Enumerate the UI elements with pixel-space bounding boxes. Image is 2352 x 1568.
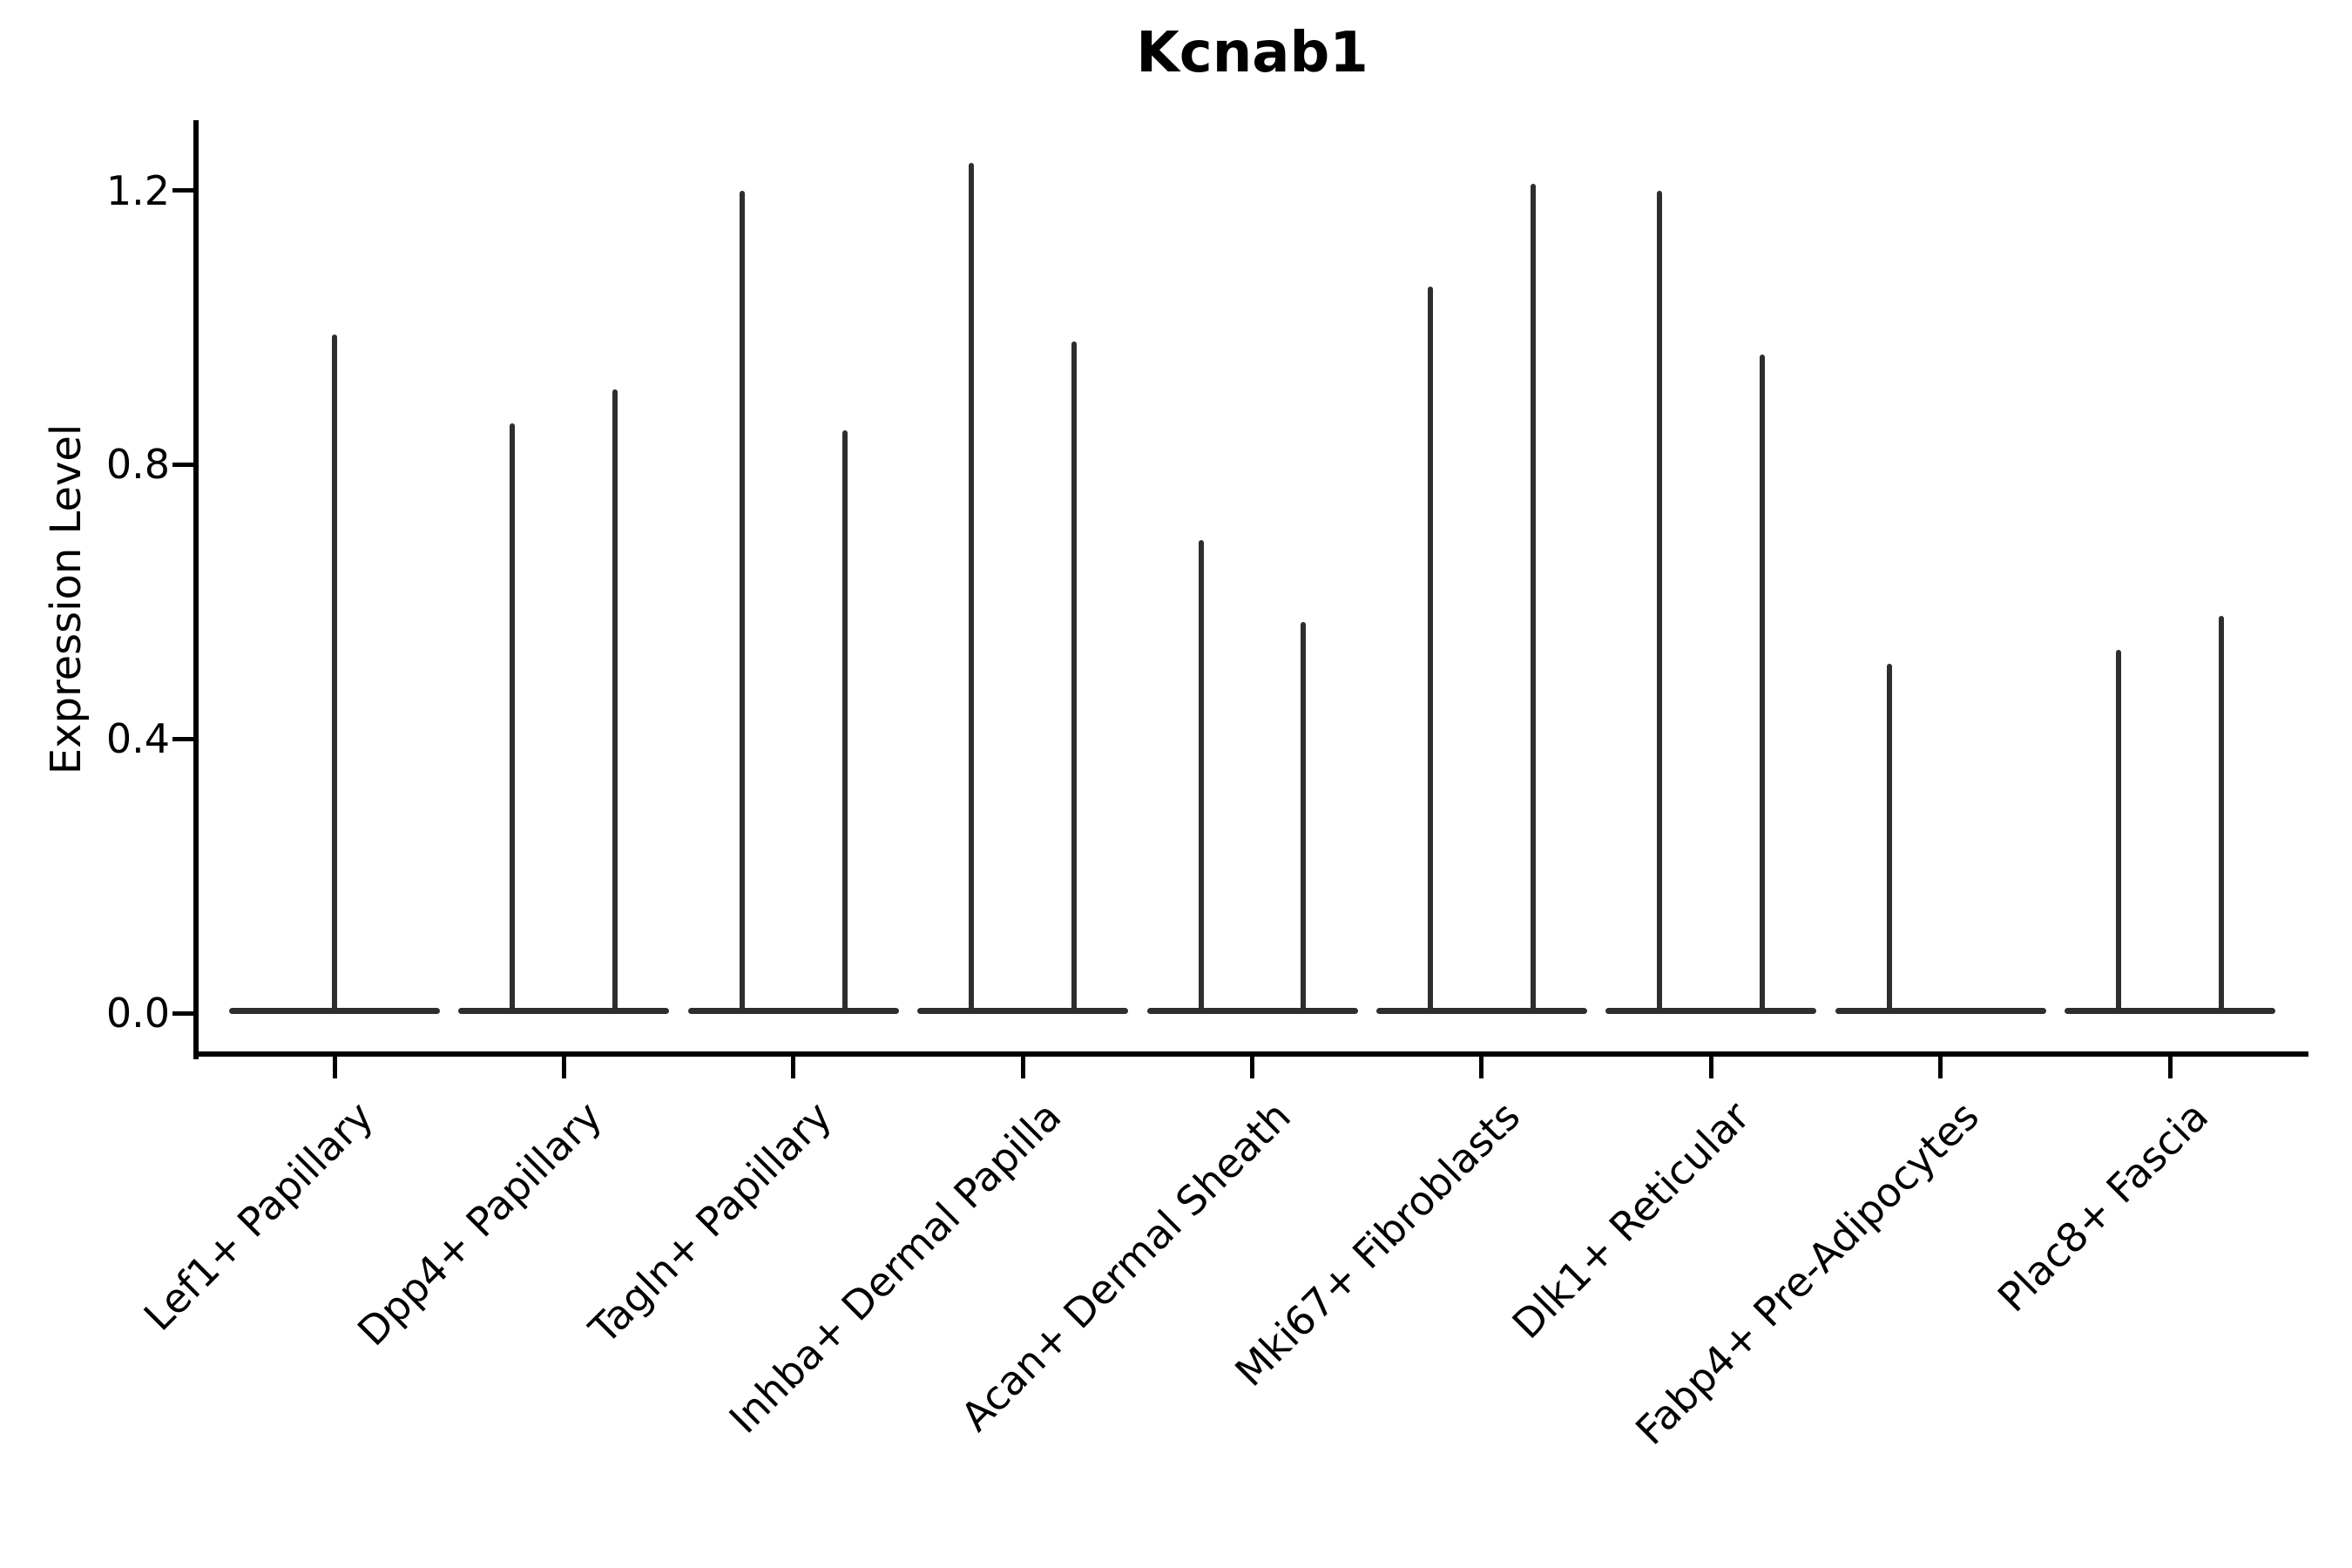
violin-spike — [1886, 663, 1892, 1011]
violin-baseline — [458, 1008, 670, 1014]
x-tick-label: Dpp4+ Papillary — [348, 1092, 612, 1355]
y-tick — [172, 1010, 193, 1016]
x-tick — [1020, 1057, 1025, 1078]
x-tick-label: Tagln+ Papillary — [580, 1092, 841, 1353]
violin-spike — [2116, 649, 2121, 1011]
y-tick — [172, 462, 193, 467]
violin-baseline — [1375, 1008, 1587, 1014]
y-tick-label: 1.2 — [105, 166, 170, 214]
violin-baseline — [2065, 1008, 2275, 1014]
violin-baseline — [917, 1008, 1129, 1014]
violin-spike — [1071, 341, 1078, 1011]
x-tick — [1479, 1057, 1484, 1078]
violin-spike — [1657, 190, 1663, 1011]
x-tick — [791, 1057, 796, 1078]
x-axis-spine — [193, 1051, 2308, 1057]
x-tick — [1938, 1057, 1943, 1078]
x-tick — [1250, 1057, 1254, 1078]
x-tick — [1708, 1057, 1713, 1078]
violin-baseline — [1146, 1008, 1358, 1014]
x-tick — [332, 1057, 337, 1078]
y-tick-label: 0.0 — [105, 990, 170, 1037]
y-axis-spine — [193, 120, 199, 1059]
y-tick-label: 0.8 — [105, 441, 170, 489]
y-axis-label: Expression Level — [42, 423, 91, 775]
violin-spike — [612, 389, 618, 1011]
violin-baseline — [687, 1008, 899, 1014]
violin-baseline — [1835, 1008, 2046, 1014]
violin-spike — [1198, 539, 1204, 1011]
x-tick — [561, 1057, 566, 1078]
violin-spike — [969, 163, 975, 1011]
chart-title: Kcnab1 — [1136, 21, 1369, 85]
x-tick-label: Lef1+ Papillary — [134, 1092, 382, 1340]
y-tick-label: 0.4 — [105, 715, 170, 763]
violin-spike — [841, 430, 848, 1011]
violin-spike — [1301, 622, 1307, 1011]
violin-spike — [332, 334, 337, 1011]
violin-spike — [1530, 183, 1536, 1011]
violin-spike — [1427, 286, 1433, 1011]
x-tick-label: Dlk1+ Reticular — [1503, 1092, 1759, 1348]
y-tick — [172, 736, 193, 741]
x-tick — [2167, 1057, 2173, 1078]
violin-spike — [2218, 615, 2224, 1011]
y-tick — [172, 188, 193, 193]
x-tick-label: Plac8+ Fascia — [1988, 1092, 2218, 1321]
violin-spike — [1760, 355, 1766, 1011]
violin-baseline — [1605, 1008, 1817, 1014]
violin-spike — [510, 423, 516, 1011]
violin-spike — [739, 190, 745, 1011]
